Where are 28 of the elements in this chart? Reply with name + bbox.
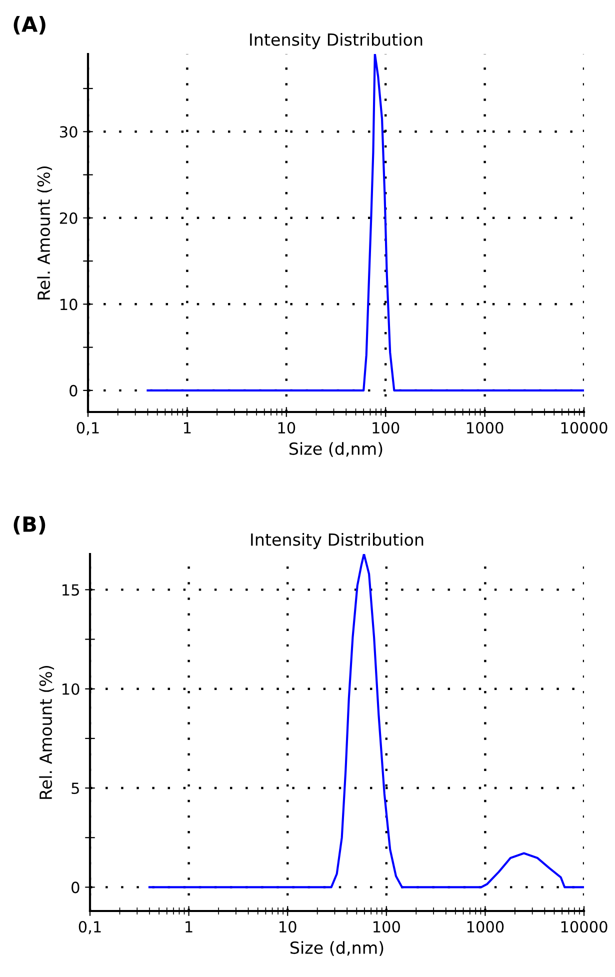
y-tick-label: 10 <box>62 683 80 695</box>
x-tick-label: 1000 <box>467 920 504 933</box>
chart-title: Intensity Distribution <box>251 533 424 550</box>
x-tick-label: 1000 <box>467 422 504 434</box>
x-tick-label: 100 <box>372 422 400 434</box>
y-tick-label: 10 <box>60 298 78 310</box>
y-tick-label: 5 <box>72 782 79 794</box>
x-tick-label: 0,1 <box>78 920 101 934</box>
x-tick-label: 1 <box>184 422 191 434</box>
x-tick-label: 1 <box>186 921 192 932</box>
y-tick-label: 30 <box>60 126 78 138</box>
x-tick-label: 10000 <box>561 422 608 434</box>
y-axis-title: Rel. Amount (%) <box>39 666 54 799</box>
x-axis-title: Size (d,nm) <box>290 442 382 457</box>
chart-title: Intensity Distribution <box>250 33 422 50</box>
x-tick-label: 0,1 <box>76 422 99 436</box>
x-tick-label: 10 <box>280 920 296 933</box>
x-tick-label: 10 <box>278 422 296 434</box>
x-axis-title: Size (d,nm) <box>290 941 384 956</box>
y-tick-label: 20 <box>60 212 78 224</box>
text: (B) <box>14 516 46 534</box>
text: (A) <box>14 16 46 34</box>
y-tick-label: 0 <box>72 882 80 894</box>
y-tick-label: 15 <box>62 584 79 596</box>
y-axis-title: Rel. Amount (%) <box>37 166 52 300</box>
x-tick-label: 100 <box>373 920 400 933</box>
x-tick-label: 10000 <box>561 920 608 933</box>
y-tick-label: 0 <box>70 384 78 396</box>
